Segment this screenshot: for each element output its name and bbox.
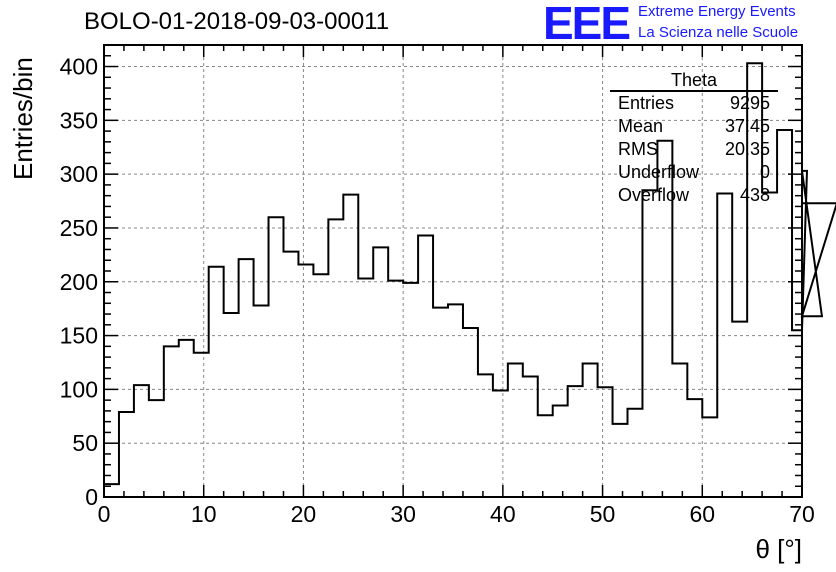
stats-row-mean: Mean 37.45 <box>610 115 778 138</box>
logo-line-2: La Scienza nelle Scuole <box>638 24 799 41</box>
stats-label: Overflow <box>618 185 690 205</box>
y-tick-label: 350 <box>60 107 98 133</box>
stats-label: RMS <box>618 139 658 159</box>
y-axis-ticks: 0 50 100 150 200 250 300 350 400 <box>60 44 802 510</box>
stats-row-underflow: Underflow 0 <box>610 161 778 184</box>
stats-value: 20.35 <box>724 139 770 159</box>
stats-title: Theta <box>610 70 778 92</box>
stats-value: 0 <box>759 162 770 182</box>
x-tick-label: 50 <box>590 501 616 527</box>
y-tick-label: 150 <box>60 323 98 349</box>
x-tick-label: 30 <box>390 501 416 527</box>
stats-row-rms: RMS 20.35 <box>610 138 778 161</box>
stats-row-overflow: Overflow 438 <box>610 184 778 207</box>
x-axis-label: θ [°] <box>755 534 802 564</box>
stats-value: 37.45 <box>724 116 770 136</box>
y-tick-label: 100 <box>60 376 98 402</box>
stats-value: 438 <box>739 185 770 205</box>
stats-value: 9295 <box>729 93 770 113</box>
y-tick-label: 400 <box>60 54 98 80</box>
y-tick-label: 50 <box>72 430 98 456</box>
stats-label: Underflow <box>618 162 700 182</box>
x-tick-label: 60 <box>689 501 715 527</box>
stats-row-entries: Entries 9295 <box>610 92 778 115</box>
stats-label: Entries <box>618 93 675 113</box>
x-tick-label: 0 <box>98 501 111 527</box>
x-tick-label: 40 <box>490 501 516 527</box>
stats-box: Theta Entries 9295 Mean 37.45 RMS 20.35 … <box>610 70 778 207</box>
logo-line-1: Extreme Energy Events <box>638 3 796 20</box>
x-tick-label: 10 <box>191 501 217 527</box>
y-tick-label: 300 <box>60 161 98 187</box>
y-tick-label: 200 <box>60 269 98 295</box>
chart-title: BOLO-01-2018-09-03-00011 <box>84 8 390 35</box>
grid-lines <box>104 45 802 497</box>
x-tick-label: 20 <box>291 501 317 527</box>
x-axis-ticks: 0 10 20 30 40 50 60 70 <box>98 45 815 527</box>
y-axis-label: Entries/bin <box>8 57 38 180</box>
y-tick-label: 0 <box>85 484 98 510</box>
eee-logo: EEE <box>543 0 631 49</box>
y-tick-label: 250 <box>60 215 98 241</box>
stats-label: Mean <box>618 116 664 136</box>
histogram-series-theta <box>103 62 836 497</box>
x-tick-label: 70 <box>789 501 815 527</box>
